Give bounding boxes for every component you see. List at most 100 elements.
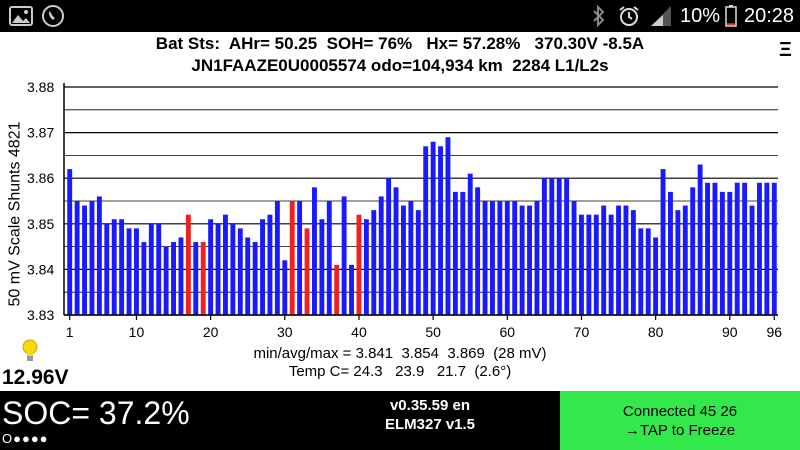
y-tick-label: 3.85 <box>27 216 54 232</box>
y-tick-label: 3.83 <box>27 307 54 323</box>
aux-battery-voltage: 12.96V <box>2 366 69 389</box>
cell-bar <box>645 228 651 315</box>
cell-bar <box>297 201 303 315</box>
cell-bar <box>415 210 421 315</box>
freeze-hint: →TAP to Freeze <box>624 421 736 439</box>
cell-bar <box>719 191 725 315</box>
gallery-icon <box>8 4 34 28</box>
cell-bar <box>349 264 354 315</box>
cell-bar <box>208 219 214 315</box>
cell-bar <box>312 187 317 315</box>
cell-bar <box>519 205 525 315</box>
cell-bar <box>452 191 458 315</box>
signal-icon <box>648 4 674 28</box>
cell-bar <box>616 205 621 315</box>
cell-bar <box>541 178 547 315</box>
cell-bar <box>512 201 518 315</box>
cell-bar <box>371 210 377 315</box>
cell-bar <box>282 260 288 315</box>
cell-bar <box>111 219 117 315</box>
cell-bar <box>475 187 481 315</box>
cell-bar <box>274 201 280 315</box>
cell-bar <box>579 214 584 315</box>
cell-bar <box>749 205 755 315</box>
battery-status-line: Bat Sts: AHr= 50.25 SOH= 76% Hx= 57.28% … <box>155 34 645 53</box>
cell-bar <box>527 205 532 315</box>
cell-bar <box>586 214 592 315</box>
cell-bar <box>675 210 681 315</box>
cell-bar <box>252 242 258 315</box>
cell-bar <box>682 205 688 315</box>
lightbulb-icon[interactable] <box>20 338 40 369</box>
cell-bar <box>445 137 451 315</box>
temperature-stats: Temp C= 24.3 23.9 21.7 (2.6°) <box>288 363 512 380</box>
cell-bar <box>438 146 443 315</box>
cell-bar <box>163 246 169 315</box>
cell-bar <box>630 210 636 315</box>
menu-icon[interactable]: Ξ <box>779 39 792 61</box>
cell-bar <box>734 182 740 315</box>
cell-bar <box>341 196 347 315</box>
cell-bar <box>386 178 392 315</box>
cell-bar <box>193 242 199 315</box>
cell-bar <box>668 191 673 315</box>
cell-bar <box>74 201 80 315</box>
cell-bar <box>467 173 473 315</box>
cell-bar <box>223 214 228 315</box>
cell-bar <box>215 223 221 315</box>
alarm-icon <box>616 4 642 28</box>
x-tick-label: 1 <box>66 324 74 340</box>
cell-bar <box>67 169 73 315</box>
y-tick-label: 3.88 <box>27 79 54 95</box>
x-tick-label: 30 <box>277 324 293 340</box>
cell-bar <box>356 214 362 315</box>
cell-bar <box>571 201 577 315</box>
phone-call-icon <box>40 4 66 28</box>
cell-bar <box>267 214 273 315</box>
y-tick-label: 3.87 <box>27 125 54 141</box>
cell-bar <box>482 201 488 315</box>
cell-bar <box>185 214 191 315</box>
activity-dots: O●●●● <box>2 431 49 446</box>
battery-percent: 10% <box>680 5 721 27</box>
cell-bar <box>89 201 95 315</box>
cell-bar <box>134 228 139 315</box>
cell-bar <box>289 201 295 315</box>
bluetooth-icon <box>590 4 608 28</box>
cell-bar <box>148 223 154 315</box>
cell-bar <box>104 223 110 315</box>
cell-voltage-chart[interactable]: 3.83 3.84 3.85 3.86 3.87 3.88 1 10 20 30 40 50 60 70 8… <box>0 78 800 348</box>
connection-status: Connected 45 26 <box>622 402 738 420</box>
cell-bar <box>690 187 696 315</box>
adapter-version: ELM327 v1.5 <box>384 416 476 433</box>
y-tick-label: 3.84 <box>27 261 54 277</box>
cell-bar <box>549 178 555 315</box>
cell-bar <box>326 201 332 315</box>
cell-bar <box>334 264 340 315</box>
x-tick-label: 80 <box>648 324 664 340</box>
connection-button[interactable]: Connected 45 26 →TAP to Freeze <box>560 391 800 450</box>
cell-bar <box>742 182 748 315</box>
x-tick-label: 20 <box>203 324 219 340</box>
x-tick-label: 96 <box>767 324 783 340</box>
cell-bar <box>401 205 406 315</box>
cell-bar <box>96 196 102 315</box>
version-info: v0.35.59 en ELM327 v1.5 <box>300 396 560 434</box>
cell-bar <box>497 201 503 315</box>
cell-bar <box>237 228 243 315</box>
x-tick-label: 40 <box>351 324 367 340</box>
cell-bar <box>757 182 762 315</box>
cell-bar <box>534 201 540 315</box>
x-tick-label: 60 <box>500 324 516 340</box>
cell-bar <box>430 141 436 315</box>
cell-bar <box>697 164 703 315</box>
cell-bar <box>653 237 659 315</box>
x-tick-label: 10 <box>129 324 145 340</box>
cell-bar <box>319 219 325 315</box>
x-tick-label: 90 <box>722 324 738 340</box>
cell-bar <box>408 201 414 315</box>
cell-bar <box>178 237 184 315</box>
cell-bar <box>712 182 718 315</box>
y-axis-label: 50 mV Scale Shunts 4821 <box>6 121 24 307</box>
cell-bar <box>601 205 607 315</box>
